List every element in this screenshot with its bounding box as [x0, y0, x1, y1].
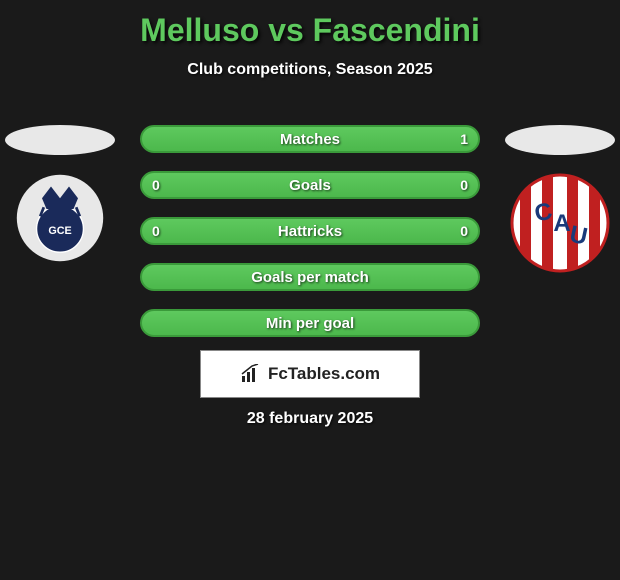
brand-badge: FcTables.com [200, 350, 420, 398]
stat-label: Hattricks [278, 223, 342, 240]
stat-row-matches: Matches 1 [140, 125, 480, 153]
stat-right-value: 0 [460, 177, 468, 193]
right-player-panel: C A U [505, 125, 615, 278]
stat-row-hattricks: 0 Hattricks 0 [140, 217, 480, 245]
stat-label: Matches [280, 131, 340, 148]
svg-text:GCE: GCE [48, 225, 71, 237]
player-right-avatar [505, 125, 615, 155]
chart-icon [240, 364, 262, 384]
left-player-panel: GCE [5, 125, 115, 268]
stat-label: Min per goal [266, 315, 354, 332]
player-left-avatar [5, 125, 115, 155]
date-label: 28 february 2025 [0, 410, 620, 428]
stat-left-value: 0 [152, 177, 160, 193]
brand-text: FcTables.com [268, 364, 380, 384]
club-right-logo: C A U [510, 173, 610, 273]
stat-row-goals: 0 Goals 0 [140, 171, 480, 199]
club-left-logo: GCE [15, 173, 105, 263]
stat-right-value: 0 [460, 223, 468, 239]
stats-table: Matches 1 0 Goals 0 0 Hattricks 0 Goals … [140, 125, 480, 355]
stat-label: Goals [289, 177, 331, 194]
stat-label: Goals per match [251, 269, 369, 286]
page-title: Melluso vs Fascendini [0, 0, 620, 49]
stat-row-goals-per-match: Goals per match [140, 263, 480, 291]
stat-right-value: 1 [460, 131, 468, 147]
stat-left-value: 0 [152, 223, 160, 239]
svg-text:A: A [553, 210, 570, 237]
stat-row-min-per-goal: Min per goal [140, 309, 480, 337]
page-subtitle: Club competitions, Season 2025 [0, 61, 620, 79]
